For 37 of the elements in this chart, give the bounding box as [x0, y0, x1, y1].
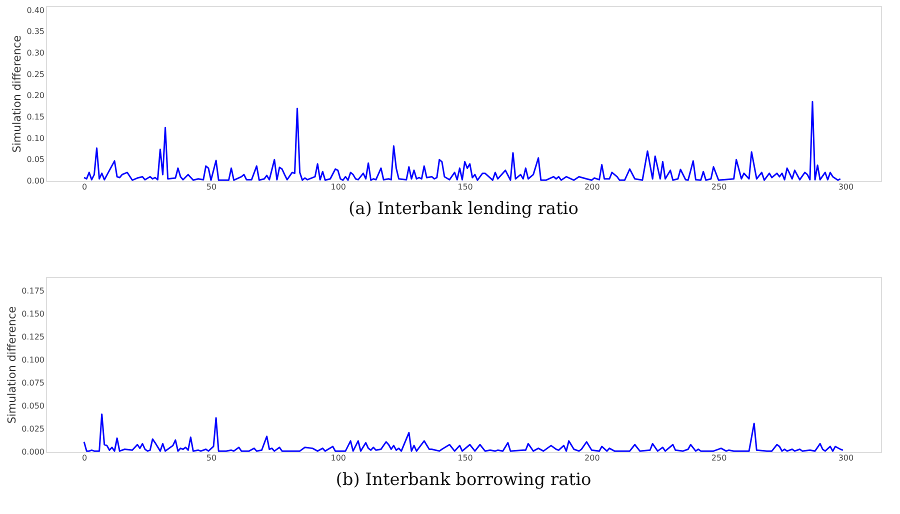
y-tick-label: 0.125 — [22, 332, 44, 342]
y-tick-label: 0.00 — [26, 176, 44, 186]
y-axis-title: Simulation difference — [6, 306, 19, 424]
y-axis-title: Simulation difference — [10, 35, 24, 153]
x-tick-label: 100 — [330, 182, 346, 192]
y-tick-label: 0.20 — [26, 91, 44, 100]
y-tick-label: 0.30 — [26, 48, 44, 58]
y-tick-label: 0.40 — [26, 6, 44, 15]
x-tick-label: 150 — [458, 182, 473, 192]
y-tick-label: 0.15 — [26, 112, 44, 122]
x-tick-label: 50 — [206, 454, 217, 462]
y-tick-label: 0.175 — [22, 286, 44, 296]
x-tick-label: 150 — [458, 454, 473, 462]
y-tick-label: 0.150 — [22, 309, 44, 318]
y-tick-label: 0.000 — [22, 448, 44, 456]
x-tick-label: 50 — [206, 182, 217, 192]
x-tick-label: 250 — [711, 182, 727, 192]
y-tick-label: 0.025 — [22, 424, 44, 434]
x-tick-label: 0 — [82, 182, 88, 192]
x-tick-label: 300 — [838, 182, 854, 192]
line-series — [83, 100, 842, 181]
text: (b) Interbank borrowing ratio — [336, 470, 592, 490]
y-tick-label: 0.075 — [22, 378, 44, 388]
y-tick-label: 0.25 — [26, 70, 44, 79]
x-tick-label: 200 — [584, 182, 600, 192]
x-tick-label: 0 — [82, 454, 88, 462]
y-tick-label: 0.050 — [22, 401, 44, 410]
x-tick-label: 200 — [584, 454, 600, 462]
y-tick-label: 0.05 — [26, 155, 44, 164]
y-tick-label: 0.10 — [26, 134, 44, 143]
x-tick-label: 100 — [330, 454, 346, 462]
y-tick-label: 0.100 — [22, 355, 44, 364]
line-series — [83, 413, 844, 452]
x-tick-label: 300 — [838, 454, 854, 462]
y-tick-label: 0.35 — [26, 27, 44, 36]
text: (a) Interbank lending ratio — [348, 199, 578, 219]
x-tick-label: 250 — [711, 454, 727, 462]
